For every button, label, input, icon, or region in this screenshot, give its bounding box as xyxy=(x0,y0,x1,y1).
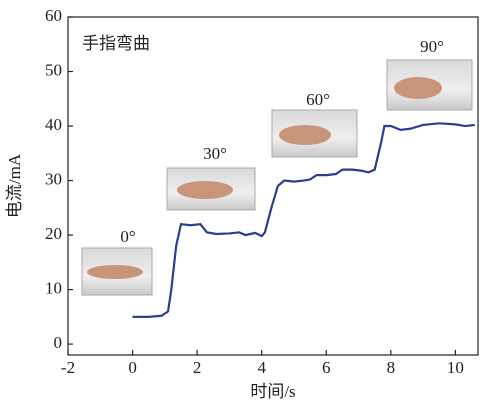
x-axis-label: 时间/s xyxy=(250,382,295,401)
hand xyxy=(279,125,331,145)
angle-label: 30° xyxy=(203,144,227,163)
x-tick-label: -2 xyxy=(61,358,75,377)
y-tick-label: 10 xyxy=(45,278,62,297)
y-tick-label: 0 xyxy=(54,333,63,352)
x-tick-label: 8 xyxy=(387,358,396,377)
x-tick-label: 6 xyxy=(322,358,331,377)
y-axis-label: 电流/mA xyxy=(5,153,24,218)
angle-label: 60° xyxy=(306,90,330,109)
y-tick-label: 60 xyxy=(45,6,62,25)
y-tick-label: 50 xyxy=(45,60,62,79)
photos xyxy=(81,59,473,296)
annotation: 手指弯曲 xyxy=(82,34,150,53)
hand xyxy=(177,181,233,199)
y-tick-label: 30 xyxy=(45,169,62,188)
x-tick-label: 10 xyxy=(447,358,464,377)
y-tick-label: 20 xyxy=(45,224,62,243)
data-line xyxy=(132,122,475,318)
plot-frame xyxy=(67,16,479,356)
hand xyxy=(87,265,143,279)
y-tick-label: 40 xyxy=(45,115,62,134)
x-tick-label: 0 xyxy=(128,358,137,377)
x-tick-label: 2 xyxy=(193,358,202,377)
hand xyxy=(394,77,442,99)
angle-label: 90° xyxy=(420,37,444,56)
x-tick-label: 4 xyxy=(257,358,266,377)
angle-label: 0° xyxy=(120,227,135,246)
